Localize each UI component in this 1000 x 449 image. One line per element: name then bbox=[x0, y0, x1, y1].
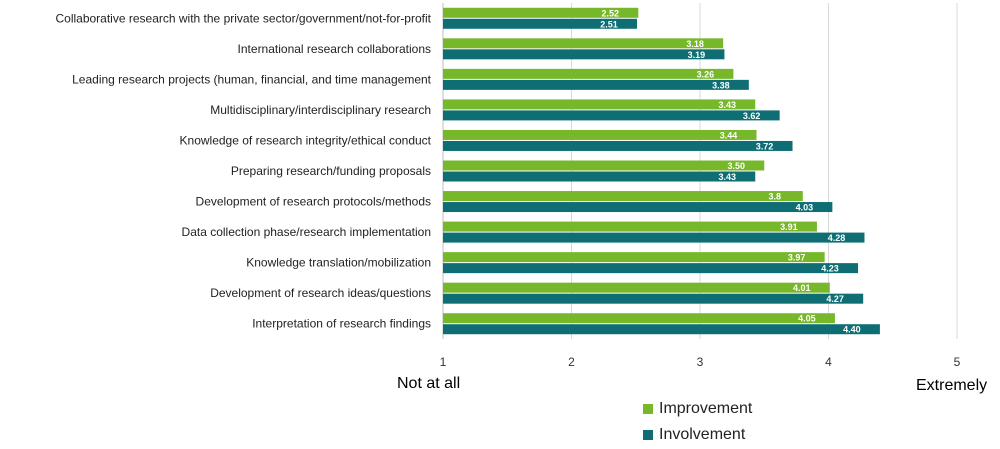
category-label: Collaborative research with the private … bbox=[55, 11, 431, 25]
data-label-improvement: 3.50 bbox=[727, 161, 745, 171]
category-label: International research collaborations bbox=[238, 42, 431, 56]
x-tick-label: 4 bbox=[825, 355, 832, 369]
data-label-improvement: 4.01 bbox=[793, 283, 811, 293]
bar-involvement bbox=[443, 171, 756, 182]
data-label-improvement: 3.8 bbox=[769, 192, 782, 202]
bar-involvement bbox=[443, 263, 859, 274]
category-label: Data collection phase/research implement… bbox=[182, 225, 431, 239]
bar-improvement bbox=[443, 99, 756, 110]
category-label: Knowledge translation/mobilization bbox=[246, 256, 431, 270]
bar-improvement bbox=[443, 313, 835, 324]
x-tick-label: 1 bbox=[440, 355, 447, 369]
bar-involvement bbox=[443, 79, 749, 90]
bar-involvement bbox=[443, 232, 865, 243]
legend-item-improvement: Improvement bbox=[643, 397, 752, 421]
bar-improvement bbox=[443, 38, 724, 49]
bar-involvement bbox=[443, 324, 880, 335]
data-label-improvement: 3.18 bbox=[686, 39, 704, 49]
legend-swatch-involvement bbox=[643, 430, 653, 440]
data-label-improvement: 3.97 bbox=[788, 253, 806, 263]
legend-swatch-improvement bbox=[643, 404, 653, 414]
category-label: Development of research protocols/method… bbox=[196, 195, 431, 209]
scale-anchor-high: Extremely bbox=[916, 377, 988, 394]
data-label-involvement: 3.38 bbox=[712, 80, 730, 90]
bar-improvement bbox=[443, 252, 825, 263]
category-label: Interpretation of research findings bbox=[252, 317, 431, 331]
legend-label-involvement: Involvement bbox=[659, 426, 746, 443]
data-label-involvement: 4.03 bbox=[796, 203, 814, 213]
bar-improvement bbox=[443, 282, 830, 293]
x-tick-label: 3 bbox=[697, 355, 704, 369]
bar-involvement bbox=[443, 202, 833, 213]
category-label: Knowledge of research integrity/ethical … bbox=[180, 133, 432, 147]
category-label: Multidisciplinary/interdisciplinary rese… bbox=[210, 103, 431, 117]
scale-anchor-low: Not at all bbox=[397, 375, 461, 392]
data-label-improvement: 4.05 bbox=[798, 314, 816, 324]
data-label-improvement: 2.52 bbox=[602, 8, 620, 18]
data-label-involvement: 4.40 bbox=[843, 325, 861, 335]
legend-item-involvement: Involvement bbox=[643, 423, 752, 447]
bar-involvement bbox=[443, 293, 864, 304]
category-label: Leading research projects (human, financ… bbox=[72, 72, 432, 86]
x-tick-label: 2 bbox=[568, 355, 575, 369]
bar-involvement bbox=[443, 140, 793, 151]
data-label-involvement: 3.72 bbox=[756, 141, 774, 151]
legend: Improvement Involvement bbox=[643, 397, 752, 449]
data-label-improvement: 3.26 bbox=[697, 69, 715, 79]
data-label-improvement: 3.43 bbox=[718, 100, 736, 110]
data-label-involvement: 4.28 bbox=[828, 233, 846, 243]
bar-improvement bbox=[443, 221, 817, 232]
data-label-involvement: 3.62 bbox=[743, 111, 761, 121]
bar-improvement bbox=[443, 68, 734, 79]
data-label-involvement: 3.19 bbox=[688, 50, 706, 60]
category-label: Preparing research/funding proposals bbox=[231, 164, 431, 178]
bar-involvement bbox=[443, 18, 638, 29]
legend-label-improvement: Improvement bbox=[659, 400, 753, 417]
data-label-improvement: 3.91 bbox=[780, 222, 798, 232]
data-label-involvement: 4.27 bbox=[826, 294, 844, 304]
bar-involvement bbox=[443, 49, 725, 60]
x-tick-label: 5 bbox=[954, 355, 961, 369]
bar-improvement bbox=[443, 191, 803, 202]
bar-involvement bbox=[443, 110, 780, 121]
bar-improvement bbox=[443, 129, 757, 140]
bar-improvement bbox=[443, 7, 639, 18]
category-label: Development of research ideas/questions bbox=[210, 286, 431, 300]
bar-improvement bbox=[443, 160, 765, 171]
data-label-improvement: 3.44 bbox=[720, 130, 738, 140]
data-label-involvement: 2.51 bbox=[600, 19, 618, 29]
data-label-involvement: 4.23 bbox=[821, 264, 839, 274]
data-label-involvement: 3.43 bbox=[718, 172, 736, 182]
